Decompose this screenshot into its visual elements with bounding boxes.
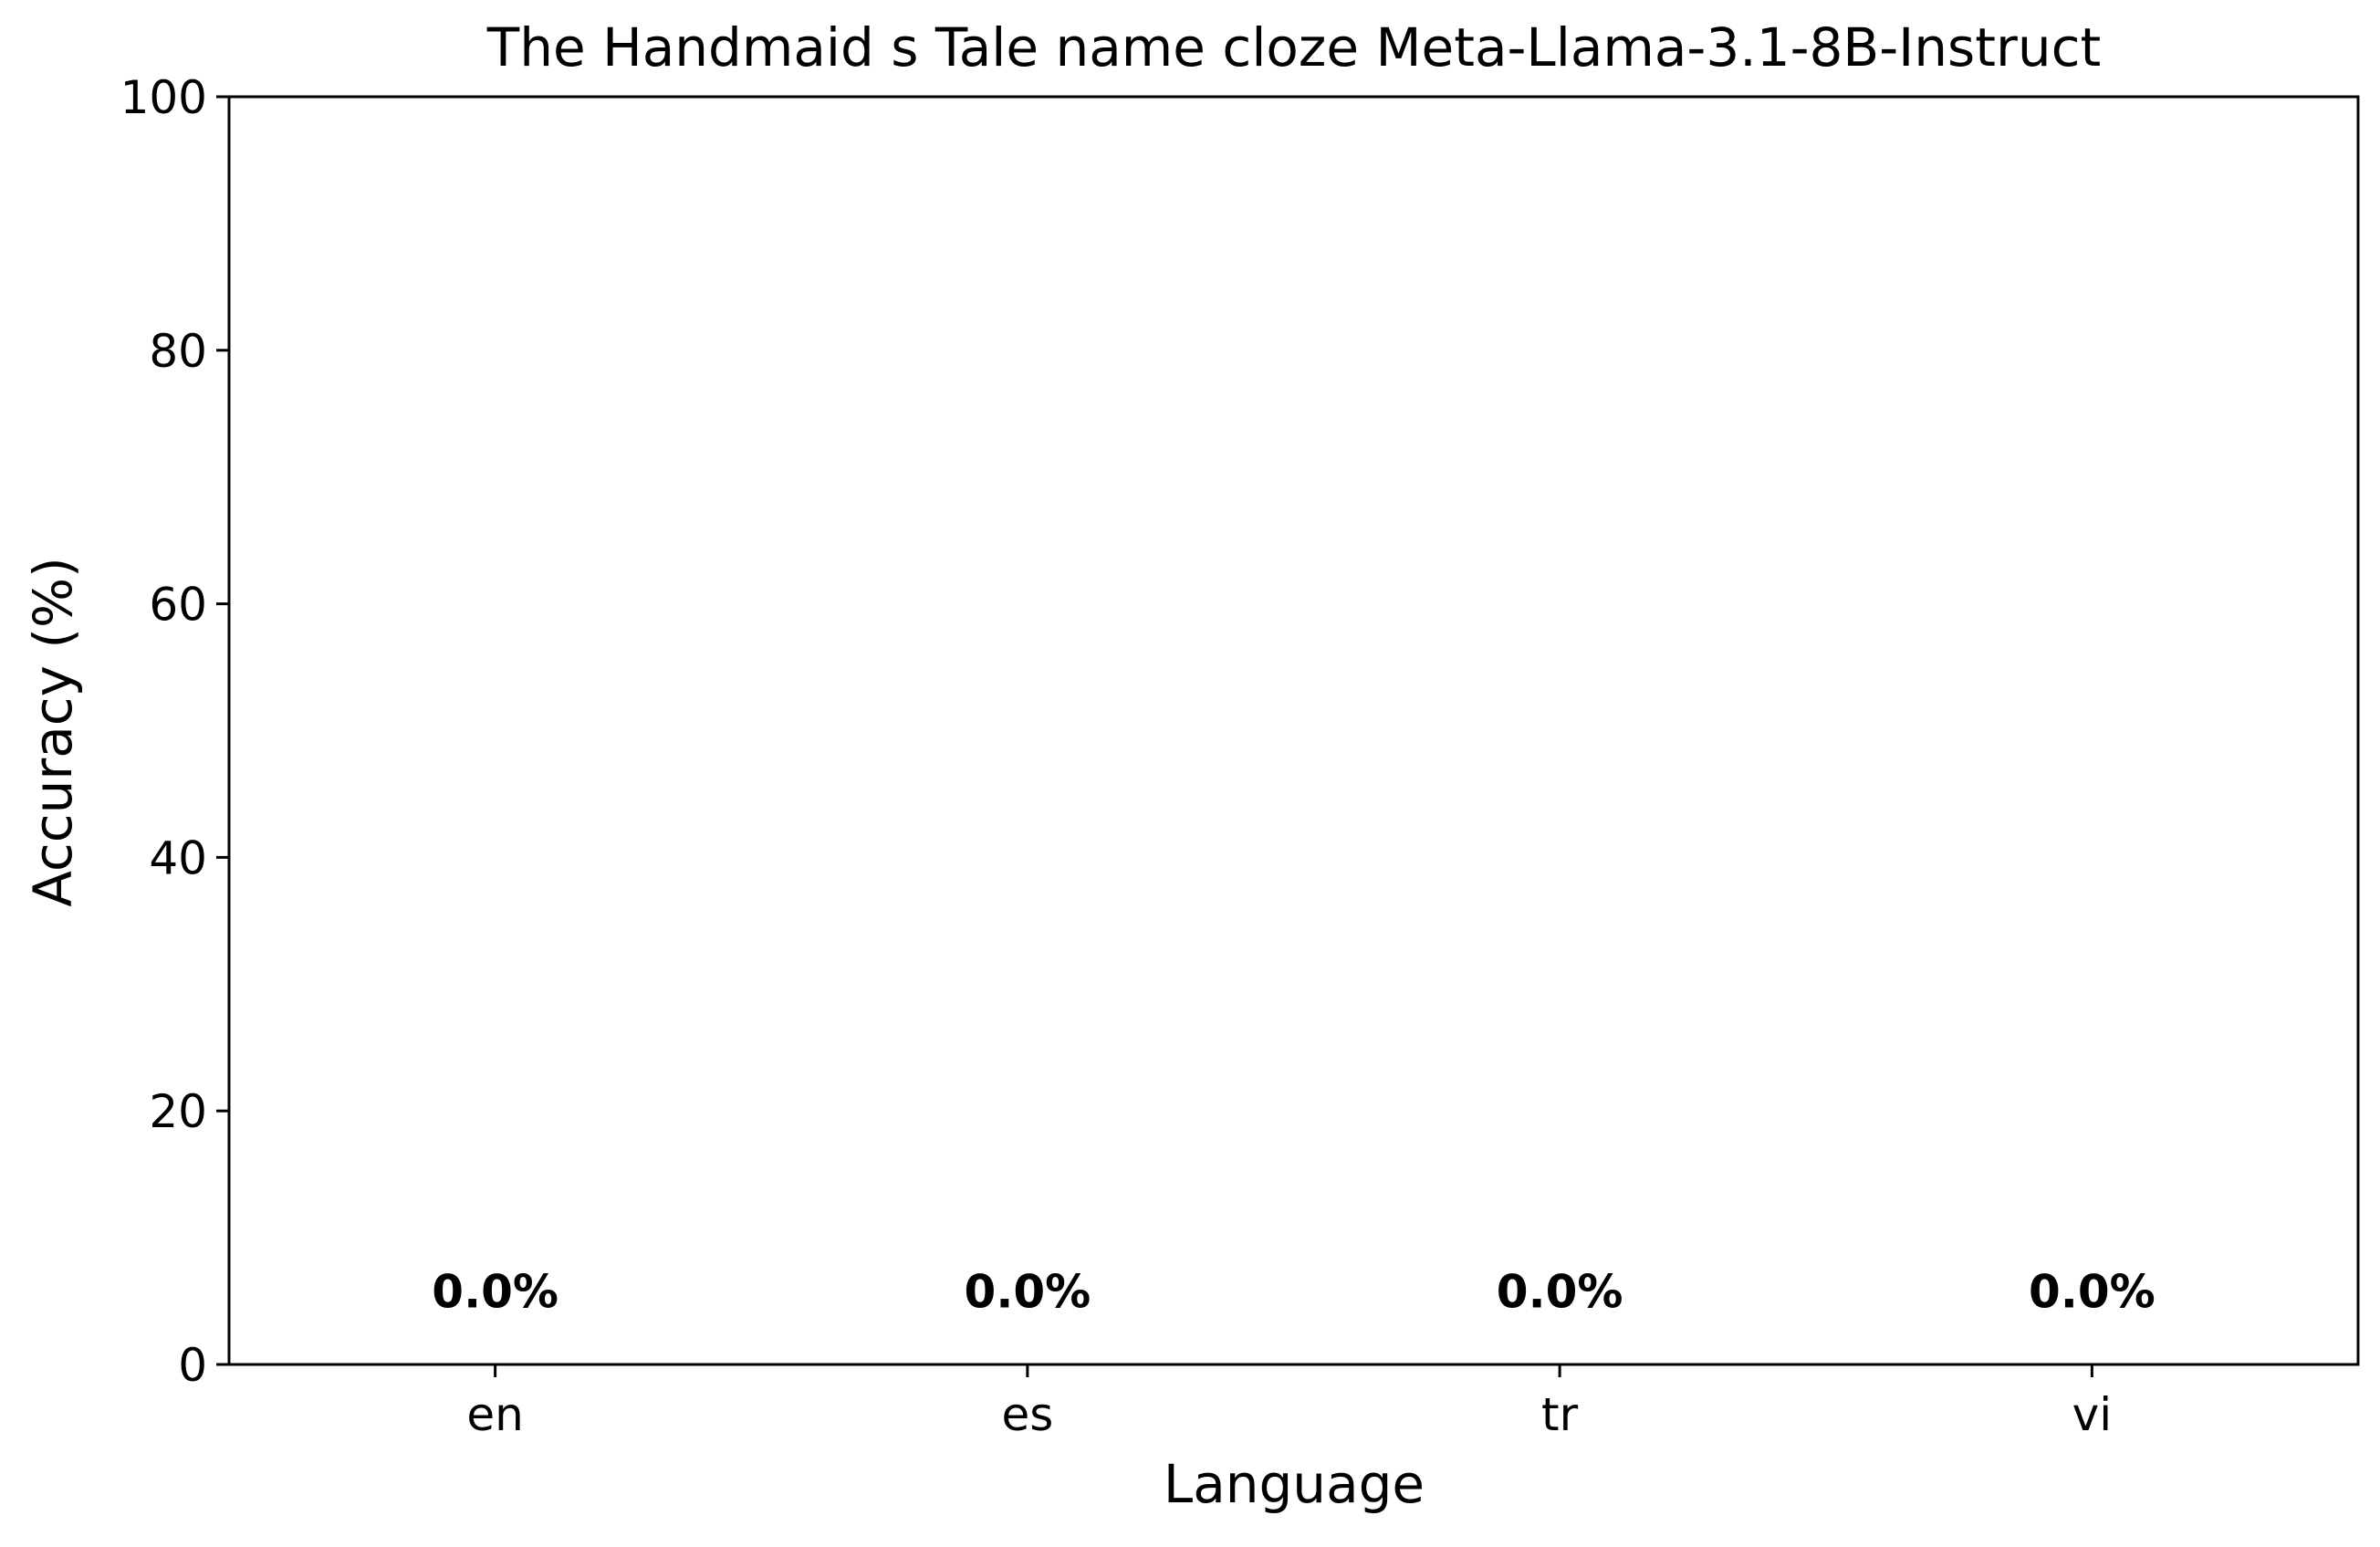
- y-tick-label: 0: [178, 1339, 207, 1392]
- y-tick-label: 100: [120, 71, 207, 124]
- data-label: 0.0%: [1497, 1265, 1623, 1318]
- y-axis-ticks: 0 20 40 60 80 100: [120, 71, 229, 1392]
- chart-title: The Handmaid s Tale name cloze Meta-Llam…: [486, 16, 2101, 78]
- plot-area-frame: [227, 95, 2360, 1366]
- x-axis-ticks: en es tr vi: [466, 1364, 2112, 1441]
- data-label: 0.0%: [432, 1265, 558, 1318]
- x-tick-label: en: [466, 1388, 523, 1441]
- data-labels: 0.0% 0.0% 0.0% 0.0%: [432, 1265, 2155, 1318]
- data-label: 0.0%: [2029, 1265, 2156, 1318]
- x-tick-label: tr: [1541, 1388, 1579, 1441]
- y-tick-label: 20: [149, 1085, 207, 1138]
- x-tick-label: vi: [2072, 1388, 2112, 1441]
- data-label: 0.0%: [965, 1265, 1091, 1318]
- y-axis-label: Accuracy (%): [22, 557, 84, 907]
- y-tick-label: 40: [149, 831, 207, 884]
- x-tick-label: es: [1001, 1388, 1053, 1441]
- y-tick-label: 60: [149, 579, 207, 632]
- x-axis-label: Language: [1164, 1453, 1425, 1515]
- y-tick-label: 80: [149, 325, 207, 378]
